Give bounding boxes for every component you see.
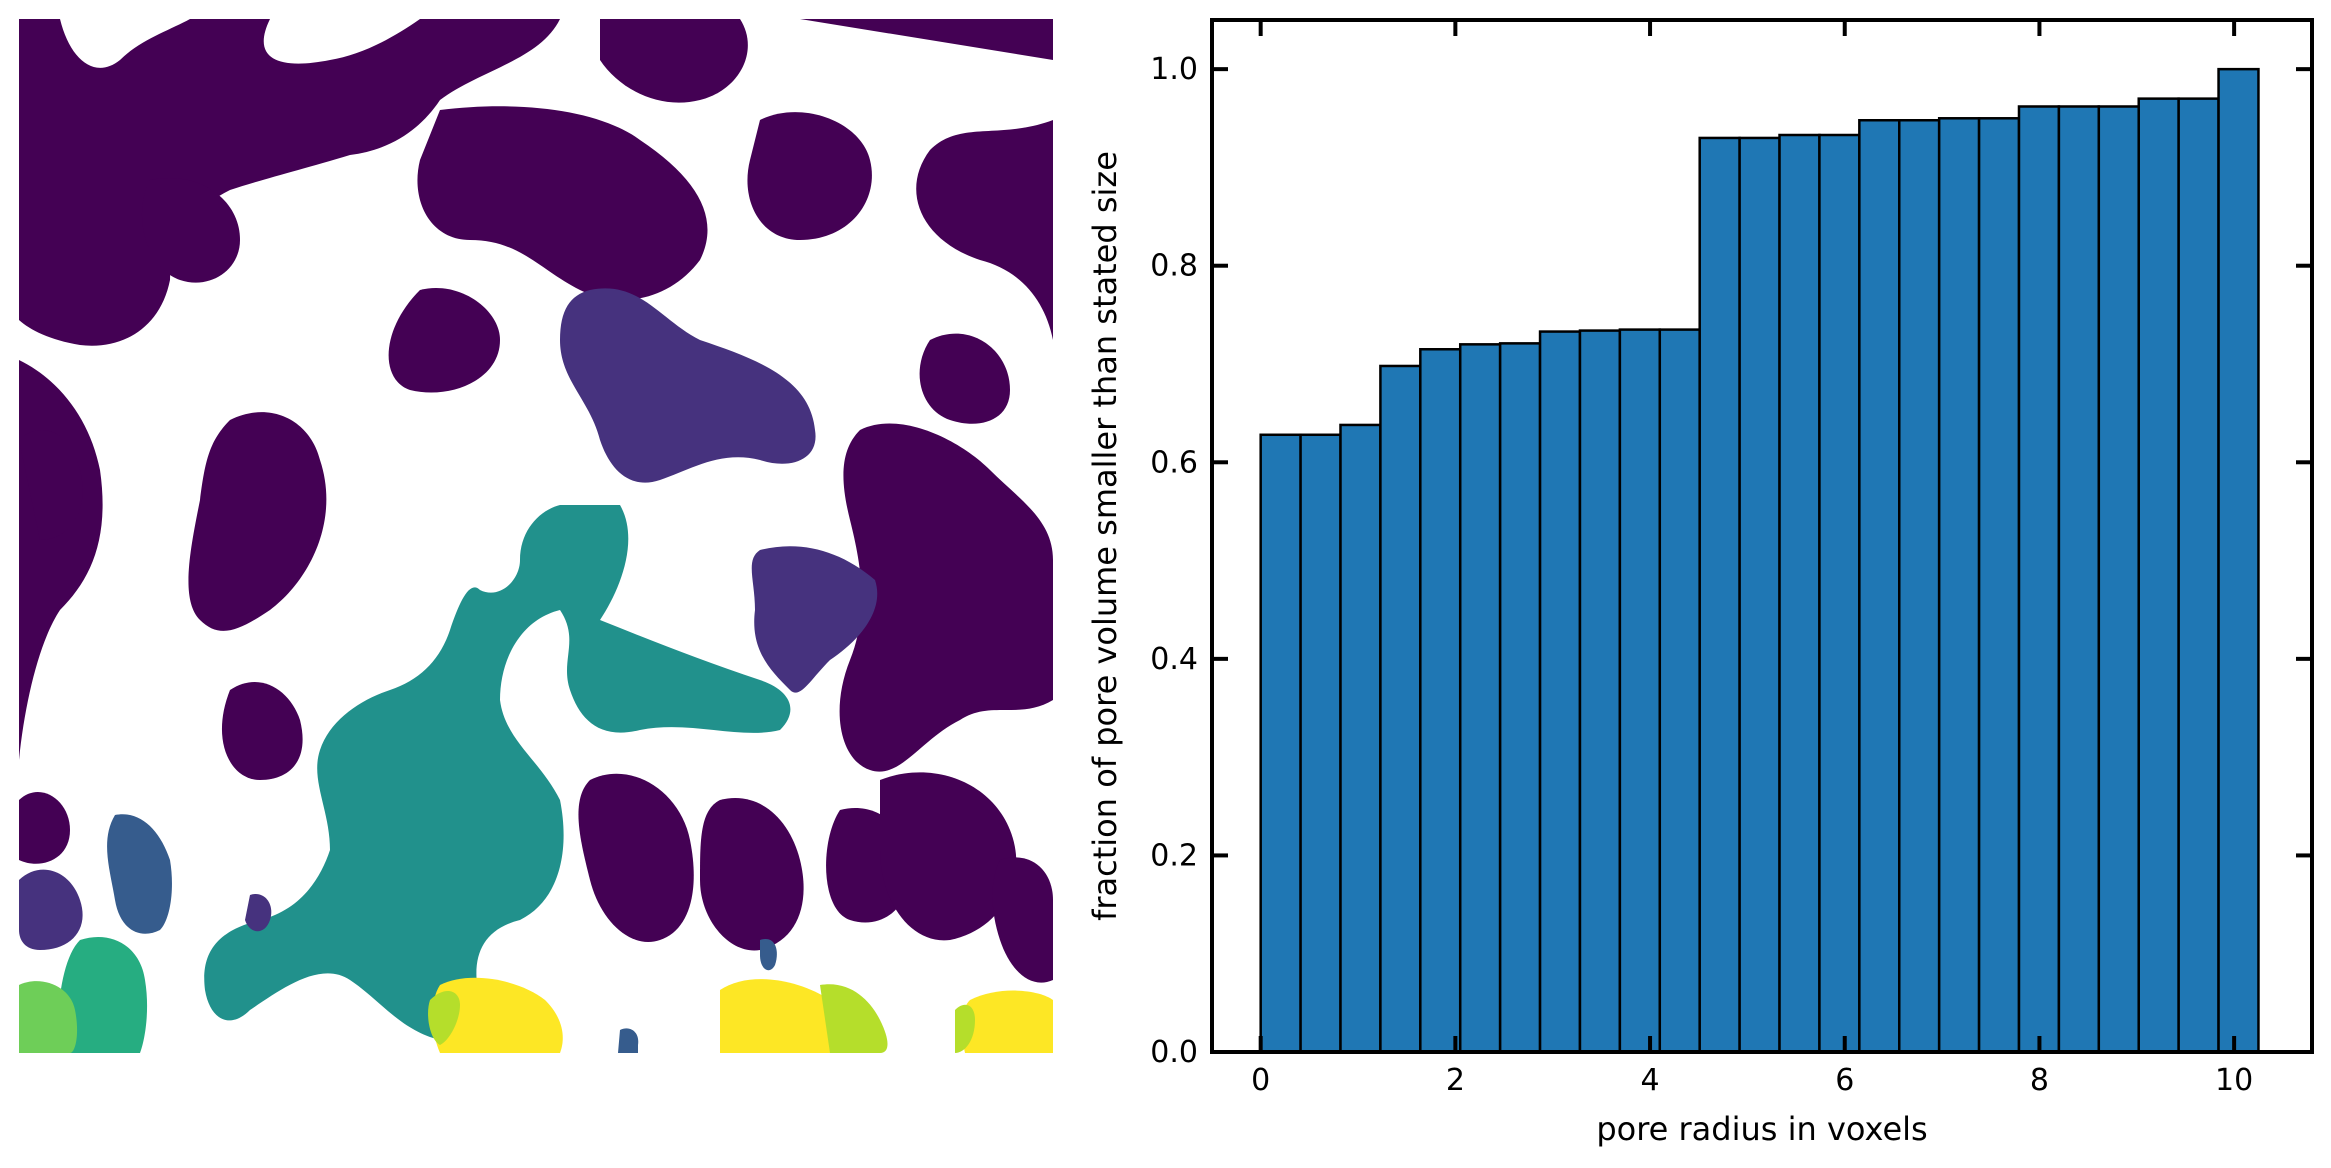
x-tick-label: 6 <box>1835 1063 1854 1098</box>
x-axis-ticks: 0 2 4 6 8 10 <box>1251 20 2253 1098</box>
pore-cluster <box>760 939 777 971</box>
bar <box>2097 105 2140 1054</box>
solid-region <box>747 112 872 240</box>
y-tick-label: 0.2 <box>1150 838 1198 873</box>
pore-cluster <box>204 505 791 1043</box>
pore-cluster <box>720 979 848 1053</box>
bar <box>1618 328 1662 1054</box>
x-tick-label: 0 <box>1251 1063 1270 1098</box>
pore-image-regions <box>19 19 1053 1053</box>
pore-cluster <box>19 981 78 1053</box>
bar <box>2057 105 2101 1054</box>
solid-region <box>700 798 804 951</box>
solid-region <box>919 333 1010 424</box>
y-tick-label: 1.0 <box>1150 52 1198 87</box>
pore-cluster <box>955 1004 975 1053</box>
solid-region <box>19 19 560 346</box>
bar <box>1578 329 1622 1054</box>
pore-cluster <box>107 814 172 934</box>
solid-region <box>600 19 748 103</box>
bar <box>1379 364 1422 1054</box>
bar <box>1658 328 1701 1054</box>
solid-region <box>992 857 1053 983</box>
bars-group <box>1259 67 2260 1054</box>
bar <box>1937 117 1981 1054</box>
bar <box>1498 342 1542 1054</box>
solid-region <box>19 791 70 864</box>
bar <box>1977 117 2021 1054</box>
pore-cluster <box>961 990 1053 1053</box>
x-tick-label: 4 <box>1641 1063 1660 1098</box>
pore-cluster <box>751 546 878 693</box>
bar <box>1898 119 1941 1054</box>
solid-region <box>388 288 500 393</box>
pore-cluster <box>432 977 563 1053</box>
bar <box>1419 348 1462 1054</box>
y-tick-label: 0.4 <box>1150 642 1198 677</box>
bar <box>1858 119 1901 1054</box>
pore-cluster <box>820 984 888 1053</box>
bar <box>1778 133 1821 1054</box>
y-tick-label: 0.6 <box>1150 445 1198 480</box>
y-tick-label: 0.0 <box>1150 1035 1198 1070</box>
solid-region <box>141 178 240 283</box>
bar <box>1458 343 1502 1054</box>
pore-cluster <box>428 990 460 1045</box>
bar <box>1538 330 1582 1054</box>
pore-cluster <box>618 1028 639 1053</box>
pore-image-panel <box>19 19 1053 1053</box>
bar <box>1738 136 1781 1054</box>
solid-region <box>880 772 1017 941</box>
plot-frame <box>1210 18 2314 1054</box>
bar <box>1259 433 1302 1054</box>
solid-region <box>578 773 694 942</box>
x-tick-label: 2 <box>1446 1063 1465 1098</box>
bar <box>2217 67 2260 1054</box>
bar <box>1339 423 1382 1054</box>
solid-region <box>188 412 327 631</box>
x-tick-label: 8 <box>2030 1063 2049 1098</box>
solid-region <box>417 106 708 300</box>
pore-cluster <box>245 894 272 932</box>
y-axis-ticks: 0.0 0.2 0.4 0.6 0.8 1.0 <box>1150 52 2312 1070</box>
solid-region <box>800 19 1053 340</box>
solid-region <box>221 681 303 780</box>
bar-chart: 0 2 4 6 8 10 0.0 0.2 0.4 0.6 0.8 1.0 pore radius i… <box>1086 18 2314 1148</box>
y-tick-label: 0.8 <box>1150 249 1198 284</box>
bar <box>1818 133 1861 1054</box>
bar <box>2017 105 2061 1054</box>
pore-cluster <box>19 869 83 950</box>
pore-cluster <box>560 288 816 483</box>
solid-region <box>839 423 1053 772</box>
bar <box>2177 97 2220 1054</box>
bar <box>1299 433 1342 1054</box>
pore-cluster <box>58 936 148 1053</box>
bar <box>1698 136 1741 1054</box>
x-axis-label: pore radius in voxels <box>1596 1110 1927 1148</box>
y-axis-label: fraction of pore volume smaller than sta… <box>1086 151 1124 921</box>
bar <box>2137 97 2180 1054</box>
solid-region <box>19 430 83 540</box>
x-tick-label: 10 <box>2215 1063 2253 1098</box>
